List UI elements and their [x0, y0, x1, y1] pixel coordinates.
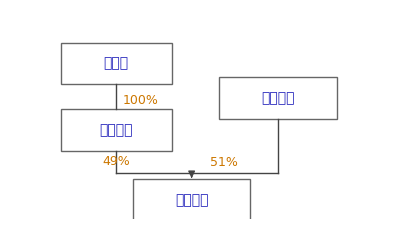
Text: 49%: 49%: [102, 155, 130, 168]
FancyBboxPatch shape: [60, 109, 172, 151]
Text: 100%: 100%: [123, 94, 159, 107]
FancyBboxPatch shape: [219, 77, 337, 119]
Text: 香港龙睿: 香港龙睿: [100, 123, 133, 137]
Text: 胜利精密: 胜利精密: [261, 91, 295, 105]
Text: 苏州捷力: 苏州捷力: [175, 193, 209, 207]
FancyBboxPatch shape: [133, 179, 250, 221]
FancyBboxPatch shape: [60, 43, 172, 84]
Text: 彭立群: 彭立群: [103, 57, 129, 71]
Text: 51%: 51%: [210, 156, 238, 169]
